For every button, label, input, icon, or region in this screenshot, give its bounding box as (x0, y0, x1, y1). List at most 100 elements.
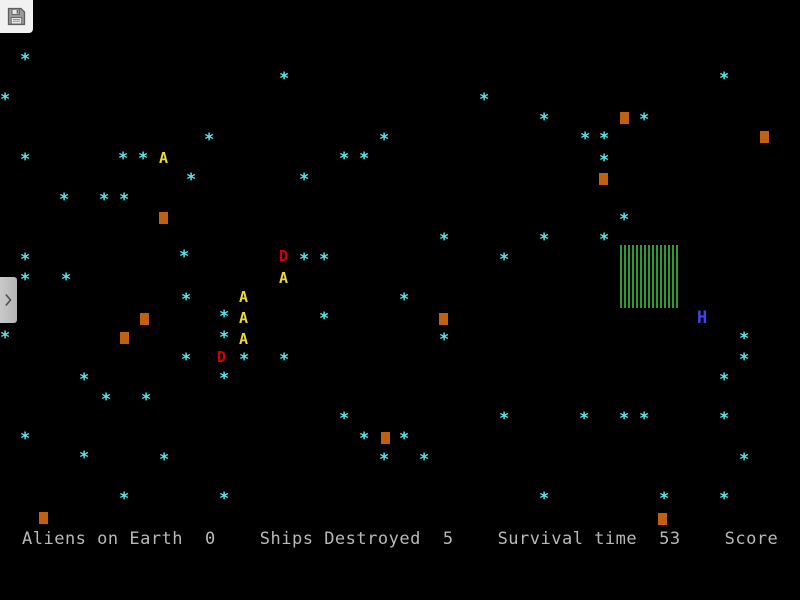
star-glyph: * (579, 409, 590, 429)
star-glyph: * (399, 290, 410, 310)
star-glyph: * (141, 390, 152, 410)
score-label: Score (724, 529, 779, 549)
star-glyph: * (279, 69, 290, 89)
star-glyph: * (119, 190, 130, 210)
star-glyph: * (219, 489, 230, 509)
star-glyph: * (739, 450, 750, 470)
debris-block (39, 512, 48, 524)
drawer-expand-handle[interactable] (0, 277, 17, 323)
star-glyph: * (580, 129, 591, 149)
star-glyph: * (439, 330, 450, 350)
star-glyph: * (539, 230, 550, 250)
star-glyph: * (101, 390, 112, 410)
debris-block (159, 212, 168, 224)
shield-block (620, 245, 680, 308)
star-glyph: * (719, 489, 730, 509)
star-glyph: * (499, 250, 510, 270)
star-glyph: * (439, 230, 450, 250)
debris-block (658, 513, 667, 525)
star-glyph: * (619, 210, 630, 230)
alien-ship[interactable]: A (239, 309, 249, 327)
star-glyph: * (20, 50, 31, 70)
star-glyph: * (61, 270, 72, 290)
star-glyph: * (639, 110, 650, 130)
star-glyph: * (181, 350, 192, 370)
survival-time-label: Survival time (497, 529, 638, 549)
star-glyph: * (619, 409, 630, 429)
aliens-on-earth-label: Aliens on Earth (22, 529, 184, 549)
star-glyph: * (599, 129, 610, 149)
star-glyph: * (739, 350, 750, 370)
star-glyph: * (379, 130, 390, 150)
star-glyph: * (219, 328, 230, 348)
star-glyph: * (319, 309, 330, 329)
star-glyph: * (499, 409, 510, 429)
floppy-disk-save-icon (7, 7, 26, 26)
hero-ship[interactable]: H (697, 308, 708, 328)
star-glyph: * (359, 149, 370, 169)
star-glyph: * (138, 149, 149, 169)
star-glyph: * (639, 409, 650, 429)
ships-destroyed-label: Ships Destroyed (259, 529, 421, 549)
star-glyph: * (118, 149, 129, 169)
save-button[interactable] (0, 0, 33, 33)
ships-destroyed-value: 5 (442, 529, 454, 549)
star-glyph: * (599, 230, 610, 250)
star-glyph: * (719, 69, 730, 89)
star-glyph: * (339, 409, 350, 429)
star-glyph: * (399, 429, 410, 449)
debris-block (140, 313, 149, 325)
star-glyph: * (0, 90, 11, 110)
star-glyph: * (20, 270, 31, 290)
debris-block (599, 173, 608, 185)
alien-ship[interactable]: A (279, 269, 289, 287)
star-glyph: * (79, 448, 90, 468)
star-glyph: * (379, 450, 390, 470)
star-glyph: * (719, 409, 730, 429)
star-glyph: * (239, 350, 250, 370)
alien-ship[interactable]: A (239, 330, 249, 348)
star-glyph: * (359, 429, 370, 449)
debris-block (620, 112, 629, 124)
star-glyph: * (319, 250, 330, 270)
star-glyph: * (659, 489, 670, 509)
star-glyph: * (181, 290, 192, 310)
star-glyph: * (159, 450, 170, 470)
star-glyph: * (339, 149, 350, 169)
alien-ship[interactable]: A (159, 149, 169, 167)
debris-block (120, 332, 129, 344)
star-glyph: * (99, 190, 110, 210)
star-glyph: * (219, 307, 230, 327)
star-glyph: * (59, 190, 70, 210)
star-glyph: * (299, 170, 310, 190)
star-glyph: * (179, 247, 190, 267)
star-glyph: * (20, 250, 31, 270)
debris-block (760, 131, 769, 143)
star-glyph: * (419, 450, 430, 470)
star-glyph: * (719, 370, 730, 390)
status-bar: Aliens on Earth 0 Ships Destroyed 5 Survival… (0, 526, 800, 552)
aliens-on-earth-value: 0 (205, 529, 216, 549)
star-glyph: * (119, 489, 130, 509)
alien-ship[interactable]: A (239, 288, 249, 306)
survival-time-value: 53 (659, 529, 681, 549)
star-glyph: * (219, 369, 230, 389)
chevron-right-icon (4, 293, 13, 307)
debris-block (439, 313, 448, 325)
star-glyph: * (539, 110, 550, 130)
star-glyph: * (204, 130, 215, 150)
debris-block (381, 432, 390, 444)
star-glyph: * (739, 329, 750, 349)
star-glyph: * (599, 151, 610, 171)
defender-ship[interactable]: D (217, 348, 227, 366)
star-glyph: * (299, 250, 310, 270)
star-glyph: * (186, 170, 197, 190)
star-glyph: * (79, 370, 90, 390)
star-glyph: * (479, 90, 490, 110)
defender-ship[interactable]: D (279, 247, 289, 265)
star-glyph: * (279, 350, 290, 370)
star-glyph: * (20, 429, 31, 449)
star-glyph: * (20, 150, 31, 170)
